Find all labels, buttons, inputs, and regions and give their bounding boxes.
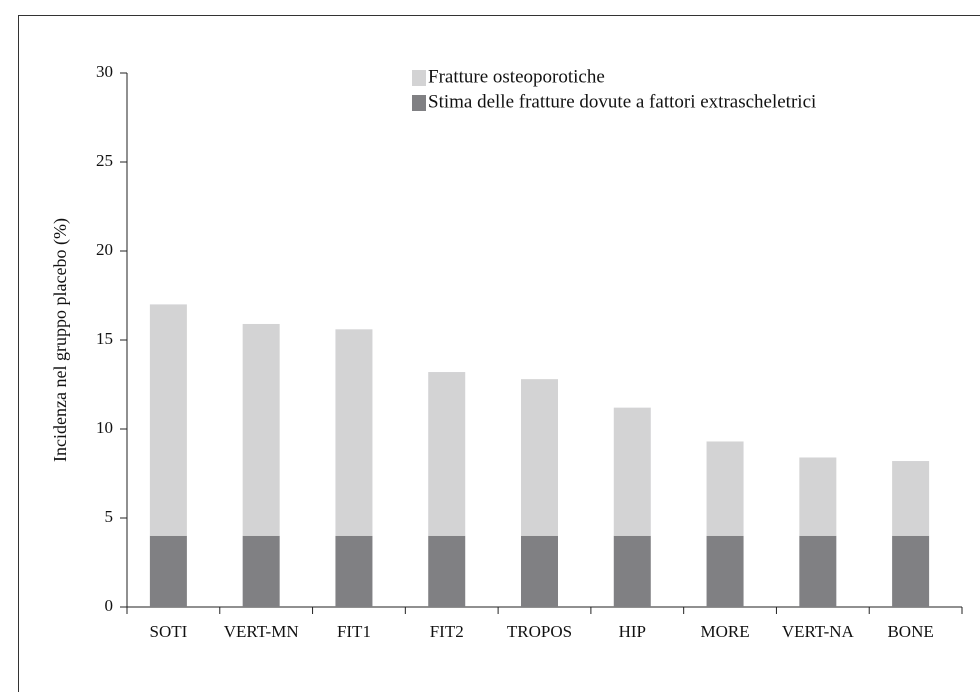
y-tick-label: 20 [96, 240, 113, 259]
x-tick-label: FIT1 [337, 622, 371, 641]
y-tick-label: 30 [96, 62, 113, 81]
legend-swatch [412, 95, 426, 111]
x-tick-label: FIT2 [430, 622, 464, 641]
legend-swatch [412, 70, 426, 86]
legend-label: Stima delle fratture dovute a fattori ex… [428, 91, 816, 112]
y-tick-label: 5 [105, 507, 114, 526]
bar-segment [149, 304, 187, 536]
x-tick-label: SOTI [149, 622, 187, 641]
frame [18, 15, 980, 692]
bar-segment [428, 535, 466, 607]
bar-segment [335, 329, 373, 536]
bar-segment [242, 323, 280, 536]
y-axis-label: Incidenza nel gruppo placebo (%) [50, 218, 71, 462]
x-tick-label: VERT-MN [224, 622, 299, 641]
bar-segment [521, 535, 558, 607]
bar-segment [706, 441, 744, 536]
bar-segment [892, 535, 930, 607]
bar-segment [706, 535, 744, 607]
x-tick-label: VERT-NA [782, 622, 855, 641]
bar-segment [613, 407, 651, 536]
bar-segment [428, 372, 466, 536]
bar-segment [613, 535, 651, 607]
x-tick-label: HIP [619, 622, 646, 641]
legend-label: Fratture osteoporotiche [428, 66, 605, 87]
bar-segment [892, 461, 930, 536]
y-tick-label: 0 [105, 596, 114, 615]
bar-segment [521, 379, 558, 536]
x-tick-label: TROPOS [507, 622, 572, 641]
y-tick-label: 25 [96, 151, 113, 170]
bar-segment [799, 457, 837, 536]
y-tick-label: 15 [96, 329, 113, 348]
x-tick-label: BONE [887, 622, 933, 641]
bar-segment [242, 535, 280, 607]
bar-segment [335, 535, 373, 607]
x-tick-label: MORE [700, 622, 749, 641]
bar-segment [799, 535, 837, 607]
bar-segment [149, 535, 187, 607]
y-tick-label: 10 [96, 418, 113, 437]
